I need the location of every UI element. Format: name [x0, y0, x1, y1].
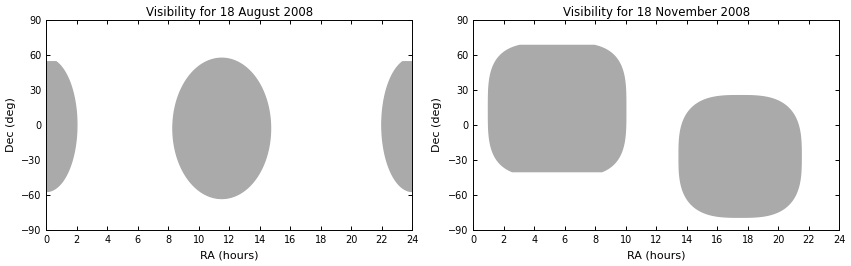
Y-axis label: Dec (deg): Dec (deg)	[432, 97, 443, 152]
Polygon shape	[382, 62, 443, 192]
Polygon shape	[488, 45, 625, 172]
X-axis label: RA (hours): RA (hours)	[200, 251, 259, 260]
Polygon shape	[679, 96, 801, 217]
Y-axis label: Dec (deg): Dec (deg)	[6, 97, 15, 152]
Title: Visibility for 18 November 2008: Visibility for 18 November 2008	[563, 6, 750, 19]
X-axis label: RA (hours): RA (hours)	[627, 251, 686, 260]
Title: Visibility for 18 August 2008: Visibility for 18 August 2008	[146, 6, 313, 19]
Polygon shape	[16, 62, 77, 192]
Polygon shape	[173, 58, 271, 198]
